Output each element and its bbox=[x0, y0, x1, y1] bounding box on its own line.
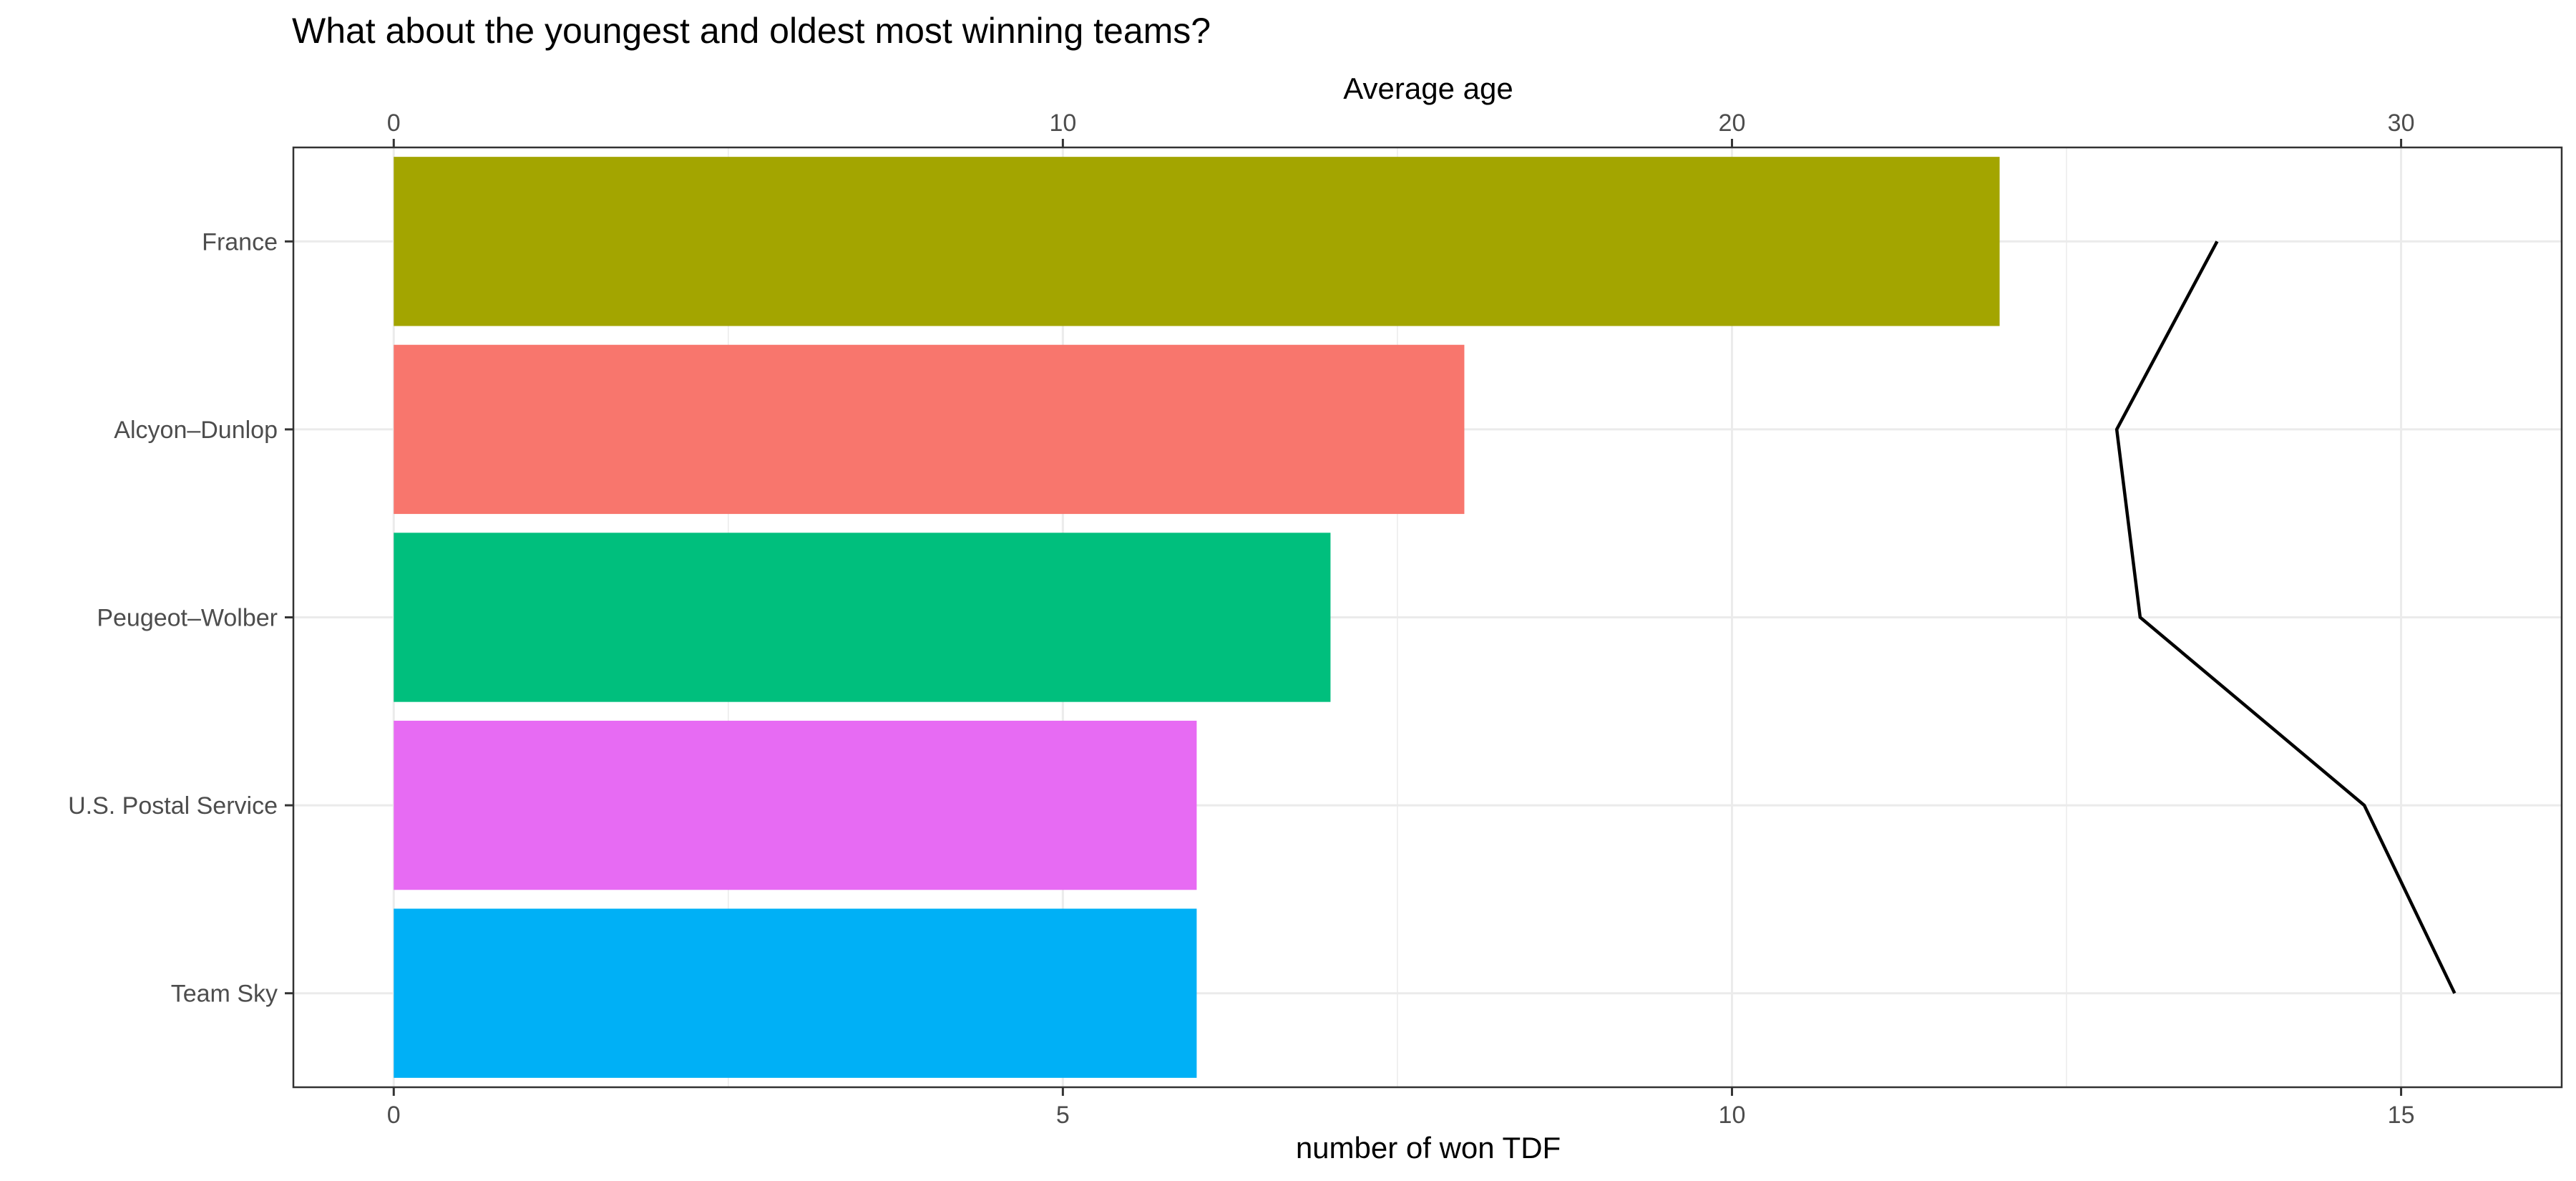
x-tick-label: 10 bbox=[1719, 1102, 1746, 1129]
bar-alcyon-dunlop bbox=[394, 344, 1465, 515]
top-tick-label: 10 bbox=[1049, 110, 1076, 137]
y-tick-label: U.S. Postal Service bbox=[68, 792, 278, 820]
bar-team-sky bbox=[394, 908, 1197, 1078]
bar-france bbox=[394, 157, 2000, 326]
x-axis-bottom: 0 5 10 15 bbox=[387, 1087, 2415, 1129]
top-tick-label: 30 bbox=[2388, 110, 2415, 137]
y-axis: France Alcyon–Dunlop Peugeot–Wolber U.S. Po… bbox=[68, 228, 293, 1008]
bar-peugeot-wolber bbox=[394, 533, 1331, 702]
chart-title: What about the youngest and oldest most … bbox=[292, 11, 1211, 51]
bar-u-s-postal-service bbox=[394, 720, 1197, 890]
y-tick-label: Alcyon–Dunlop bbox=[114, 417, 278, 444]
y-tick-label: Team Sky bbox=[171, 981, 278, 1008]
bars bbox=[394, 157, 2000, 1078]
x-tick-label: 0 bbox=[387, 1102, 401, 1129]
y-tick-label: France bbox=[202, 228, 278, 256]
x-axis-top: 0 10 20 30 bbox=[387, 110, 2415, 147]
top-tick-label: 20 bbox=[1719, 110, 1746, 137]
age-line-series bbox=[2114, 240, 2457, 994]
top-tick-label: 0 bbox=[387, 110, 401, 137]
secondary-axis-title: Average age bbox=[1343, 72, 1513, 105]
x-tick-label: 15 bbox=[2388, 1102, 2415, 1129]
x-axis-title: number of won TDF bbox=[1296, 1131, 1561, 1165]
age-line bbox=[2114, 240, 2457, 994]
x-tick-label: 5 bbox=[1056, 1102, 1070, 1129]
y-tick-label: Peugeot–Wolber bbox=[97, 605, 278, 632]
